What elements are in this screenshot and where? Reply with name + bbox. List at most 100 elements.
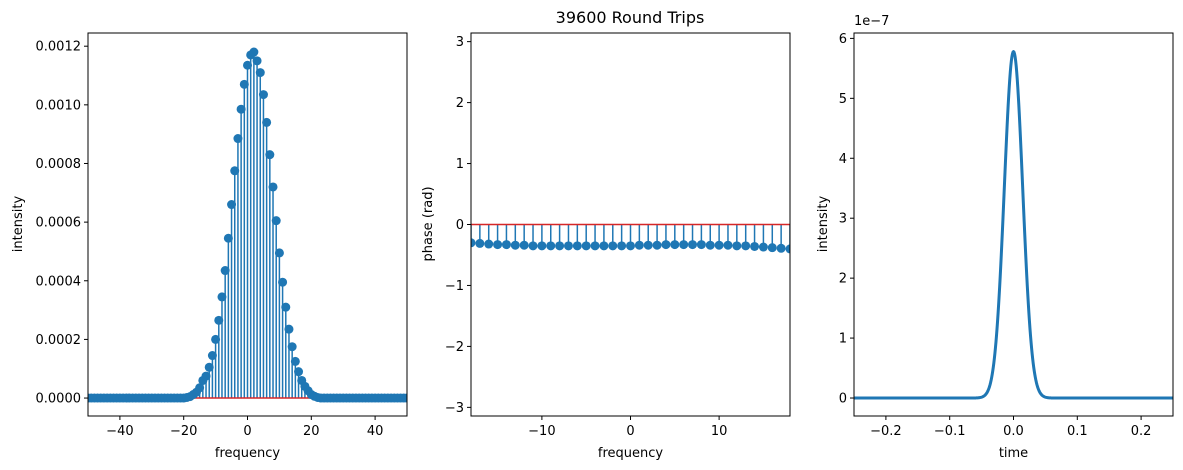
stem-marker [714,240,724,250]
plot-area [471,223,790,254]
x-axis-label: frequency [215,446,281,461]
y-tick-label: 3 [456,35,464,50]
stem-marker [572,241,582,251]
stem-marker [233,134,243,144]
stem-marker [732,241,742,251]
x-tick-label: −40 [106,424,133,439]
stem-marker [223,233,233,243]
y-tick-label: 6 [839,32,847,47]
y-tick-label: 4 [839,152,847,167]
stem-marker [741,241,751,251]
stem-marker [679,240,689,250]
series-line [854,50,1173,400]
x-tick-label: 0.2 [1131,424,1152,439]
stem-marker [634,240,644,250]
stem-marker [705,240,715,250]
stem-marker [723,240,733,250]
stem-marker [236,104,246,114]
plot-area [88,47,407,403]
x-tick-label: 10 [711,424,728,439]
stem-marker [268,182,278,192]
figure-title: 39600 Round Trips [556,8,705,27]
stem-marker [195,383,205,393]
stem-marker [484,239,494,249]
y-tick-label: −2 [445,340,464,355]
y-tick-label: −1 [445,279,464,294]
y-tick-label: 2 [839,272,847,287]
stem-marker [599,241,609,251]
plot-area [854,50,1173,400]
y-axis-label: intensity [816,196,831,253]
stem-marker [284,324,294,334]
stem-marker [249,47,259,57]
stem-marker [758,242,768,252]
stem-marker [471,238,476,248]
y-tick-label: 1 [456,157,464,172]
stem-marker [785,244,790,254]
stem-marker [217,292,227,302]
chart-panel-1: −40 −20 0 20 40 0.0000 0.0002 0.0004 0.0006 0.000… [11,32,408,461]
y-tick-label: 0 [456,218,464,233]
stem-marker [204,362,214,372]
stem-marker [581,241,591,251]
x-tick-label: −0.2 [870,424,902,439]
y-tick-label: 0.0000 [36,392,82,407]
chart-panel-3: −0.2 −0.1 0.0 0.1 0.2 0 1 2 3 4 5 6 time intensity 1e−… [816,14,1174,461]
x-axis-label: time [999,446,1028,461]
stem-marker [201,371,211,381]
x-tick-label: 0 [626,424,634,439]
stem-marker [617,241,627,251]
x-tick-label: −20 [170,424,197,439]
y-tick-label: −3 [445,401,464,416]
y-axis-label: intensity [11,196,26,253]
stem-marker [211,334,221,344]
stem-marker [252,56,262,66]
y-tick-label: 5 [839,92,847,107]
stem-marker [528,241,538,251]
x-tick-label: 0.0 [1003,424,1024,439]
axes-frame [853,32,1174,417]
stem-marker [475,238,485,248]
stem-marker [271,216,281,226]
stem-marker [670,240,680,250]
stem-marker [776,243,786,253]
stem-marker [402,393,407,403]
stem-marker [626,241,635,251]
x-tick-label: −0.1 [934,424,966,439]
stem-marker [243,60,252,70]
stem-marker [239,79,249,89]
y-tick-label: 0.0004 [36,274,82,289]
stem-marker [750,241,760,251]
stem-marker [230,166,240,176]
stem-marker [262,117,272,127]
stem-marker [207,351,217,361]
stem-marker [220,266,230,276]
x-axis-label: frequency [598,446,664,461]
y-offset-label: 1e−7 [854,14,889,29]
y-tick-label: 0.0012 [36,40,82,55]
stem-marker [519,240,529,250]
stem-marker [287,342,297,352]
y-tick-label: 0 [839,392,847,407]
stem-marker [652,240,662,250]
y-axis-label: phase (rad) [421,186,436,261]
y-tick-label: 0.0010 [36,98,82,113]
stem-marker [258,90,268,100]
stem-marker [278,277,288,287]
stem-marker [510,240,520,250]
stem-marker [643,240,653,250]
y-tick-label: 0.0002 [36,333,82,348]
y-tick-label: 2 [456,96,464,111]
stem-marker [546,241,556,251]
x-tick-label: 0.1 [1067,424,1088,439]
stem-marker [590,241,600,251]
x-tick-label: −10 [528,424,555,439]
stem-marker [290,356,300,366]
stem-marker [281,302,291,312]
stem-marker [501,240,511,250]
stem-marker [227,200,237,210]
y-tick-label: 0.0006 [36,216,82,231]
stem-marker [767,243,777,253]
